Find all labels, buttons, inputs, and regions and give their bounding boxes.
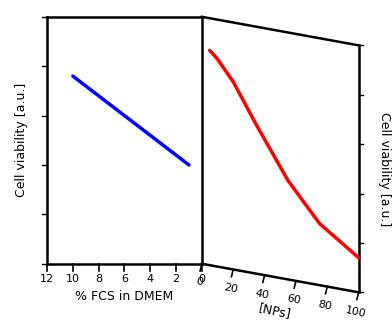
Text: Cell viability [a.u.]: Cell viability [a.u.]: [15, 83, 28, 198]
Text: 2: 2: [172, 274, 180, 284]
Text: 4: 4: [147, 274, 154, 284]
Text: 12: 12: [40, 274, 54, 284]
Text: 80: 80: [317, 299, 332, 312]
Text: 40: 40: [254, 288, 270, 300]
Text: 8: 8: [95, 274, 102, 284]
Text: 60: 60: [285, 293, 301, 306]
Text: 10: 10: [66, 274, 80, 284]
Text: 100: 100: [345, 305, 367, 319]
Text: Cell viability [a.u.]: Cell viability [a.u.]: [377, 112, 391, 226]
Text: [NPs]: [NPs]: [257, 301, 292, 321]
Text: 0: 0: [198, 274, 205, 284]
Text: % FCS in DMEM: % FCS in DMEM: [75, 290, 174, 303]
Text: 6: 6: [121, 274, 128, 284]
Text: 0: 0: [195, 276, 204, 288]
Text: 20: 20: [223, 282, 238, 295]
